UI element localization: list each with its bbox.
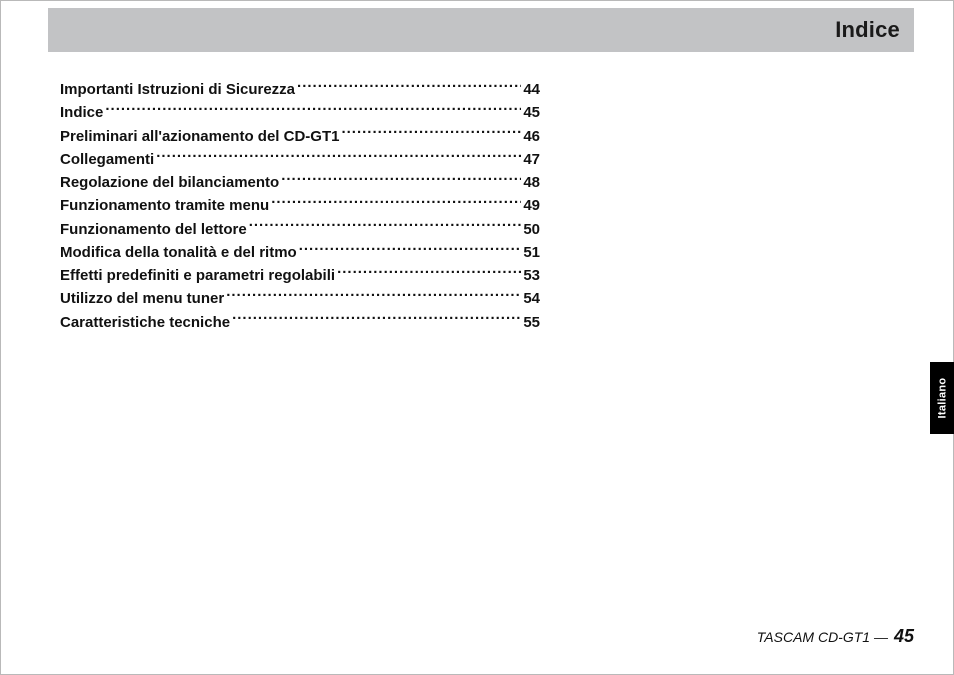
toc-leader <box>299 242 522 257</box>
table-of-contents: Importanti Istruzioni di Sicurezza 44 In… <box>60 78 540 334</box>
page-title: Indice <box>835 17 900 43</box>
toc-entry: Funzionamento del lettore 50 <box>60 218 540 241</box>
toc-leader <box>281 172 521 187</box>
toc-page: 50 <box>523 218 540 241</box>
toc-entry: Caratteristiche tecniche 55 <box>60 311 540 334</box>
toc-leader <box>249 219 522 234</box>
toc-leader <box>337 265 521 280</box>
toc-entry: Importanti Istruzioni di Sicurezza 44 <box>60 78 540 101</box>
toc-leader <box>232 312 521 327</box>
toc-leader <box>105 102 521 117</box>
toc-label: Importanti Istruzioni di Sicurezza <box>60 78 295 101</box>
toc-page: 55 <box>523 311 540 334</box>
toc-label: Utilizzo del menu tuner <box>60 287 224 310</box>
footer-page-number: 45 <box>894 626 914 647</box>
toc-page: 46 <box>523 125 540 148</box>
toc-label: Indice <box>60 101 103 124</box>
header-bar: Indice <box>48 8 914 52</box>
language-tab-label: Italiano <box>936 378 948 419</box>
toc-page: 51 <box>523 241 540 264</box>
toc-page: 49 <box>523 194 540 217</box>
toc-leader <box>226 288 521 303</box>
toc-label: Regolazione del bilanciamento <box>60 171 279 194</box>
toc-entry: Effetti predefiniti e parametri regolabi… <box>60 264 540 287</box>
toc-page: 45 <box>523 101 540 124</box>
toc-label: Preliminari all'azionamento del CD-GT1 <box>60 125 339 148</box>
footer-product: TASCAM CD-GT1 — <box>757 629 888 645</box>
toc-entry: Funzionamento tramite menu 49 <box>60 194 540 217</box>
toc-label: Caratteristiche tecniche <box>60 311 230 334</box>
toc-entry: Regolazione del bilanciamento 48 <box>60 171 540 194</box>
toc-page: 44 <box>523 78 540 101</box>
toc-entry: Preliminari all'azionamento del CD-GT1 4… <box>60 125 540 148</box>
toc-entry: Collegamenti 47 <box>60 148 540 171</box>
toc-label: Funzionamento del lettore <box>60 218 247 241</box>
toc-leader <box>156 149 521 164</box>
toc-leader <box>341 126 521 141</box>
toc-label: Modifica della tonalità e del ritmo <box>60 241 297 264</box>
toc-page: 47 <box>523 148 540 171</box>
toc-page: 48 <box>523 171 540 194</box>
toc-leader <box>297 79 521 94</box>
toc-page: 54 <box>523 287 540 310</box>
language-tab: Italiano <box>930 362 954 434</box>
toc-label: Funzionamento tramite menu <box>60 194 269 217</box>
toc-label: Effetti predefiniti e parametri regolabi… <box>60 264 335 287</box>
toc-label: Collegamenti <box>60 148 154 171</box>
footer: TASCAM CD-GT1 — 45 <box>757 626 914 647</box>
toc-entry: Indice 45 <box>60 101 540 124</box>
toc-entry: Modifica della tonalità e del ritmo 51 <box>60 241 540 264</box>
toc-entry: Utilizzo del menu tuner 54 <box>60 287 540 310</box>
toc-page: 53 <box>523 264 540 287</box>
toc-leader <box>271 195 521 210</box>
